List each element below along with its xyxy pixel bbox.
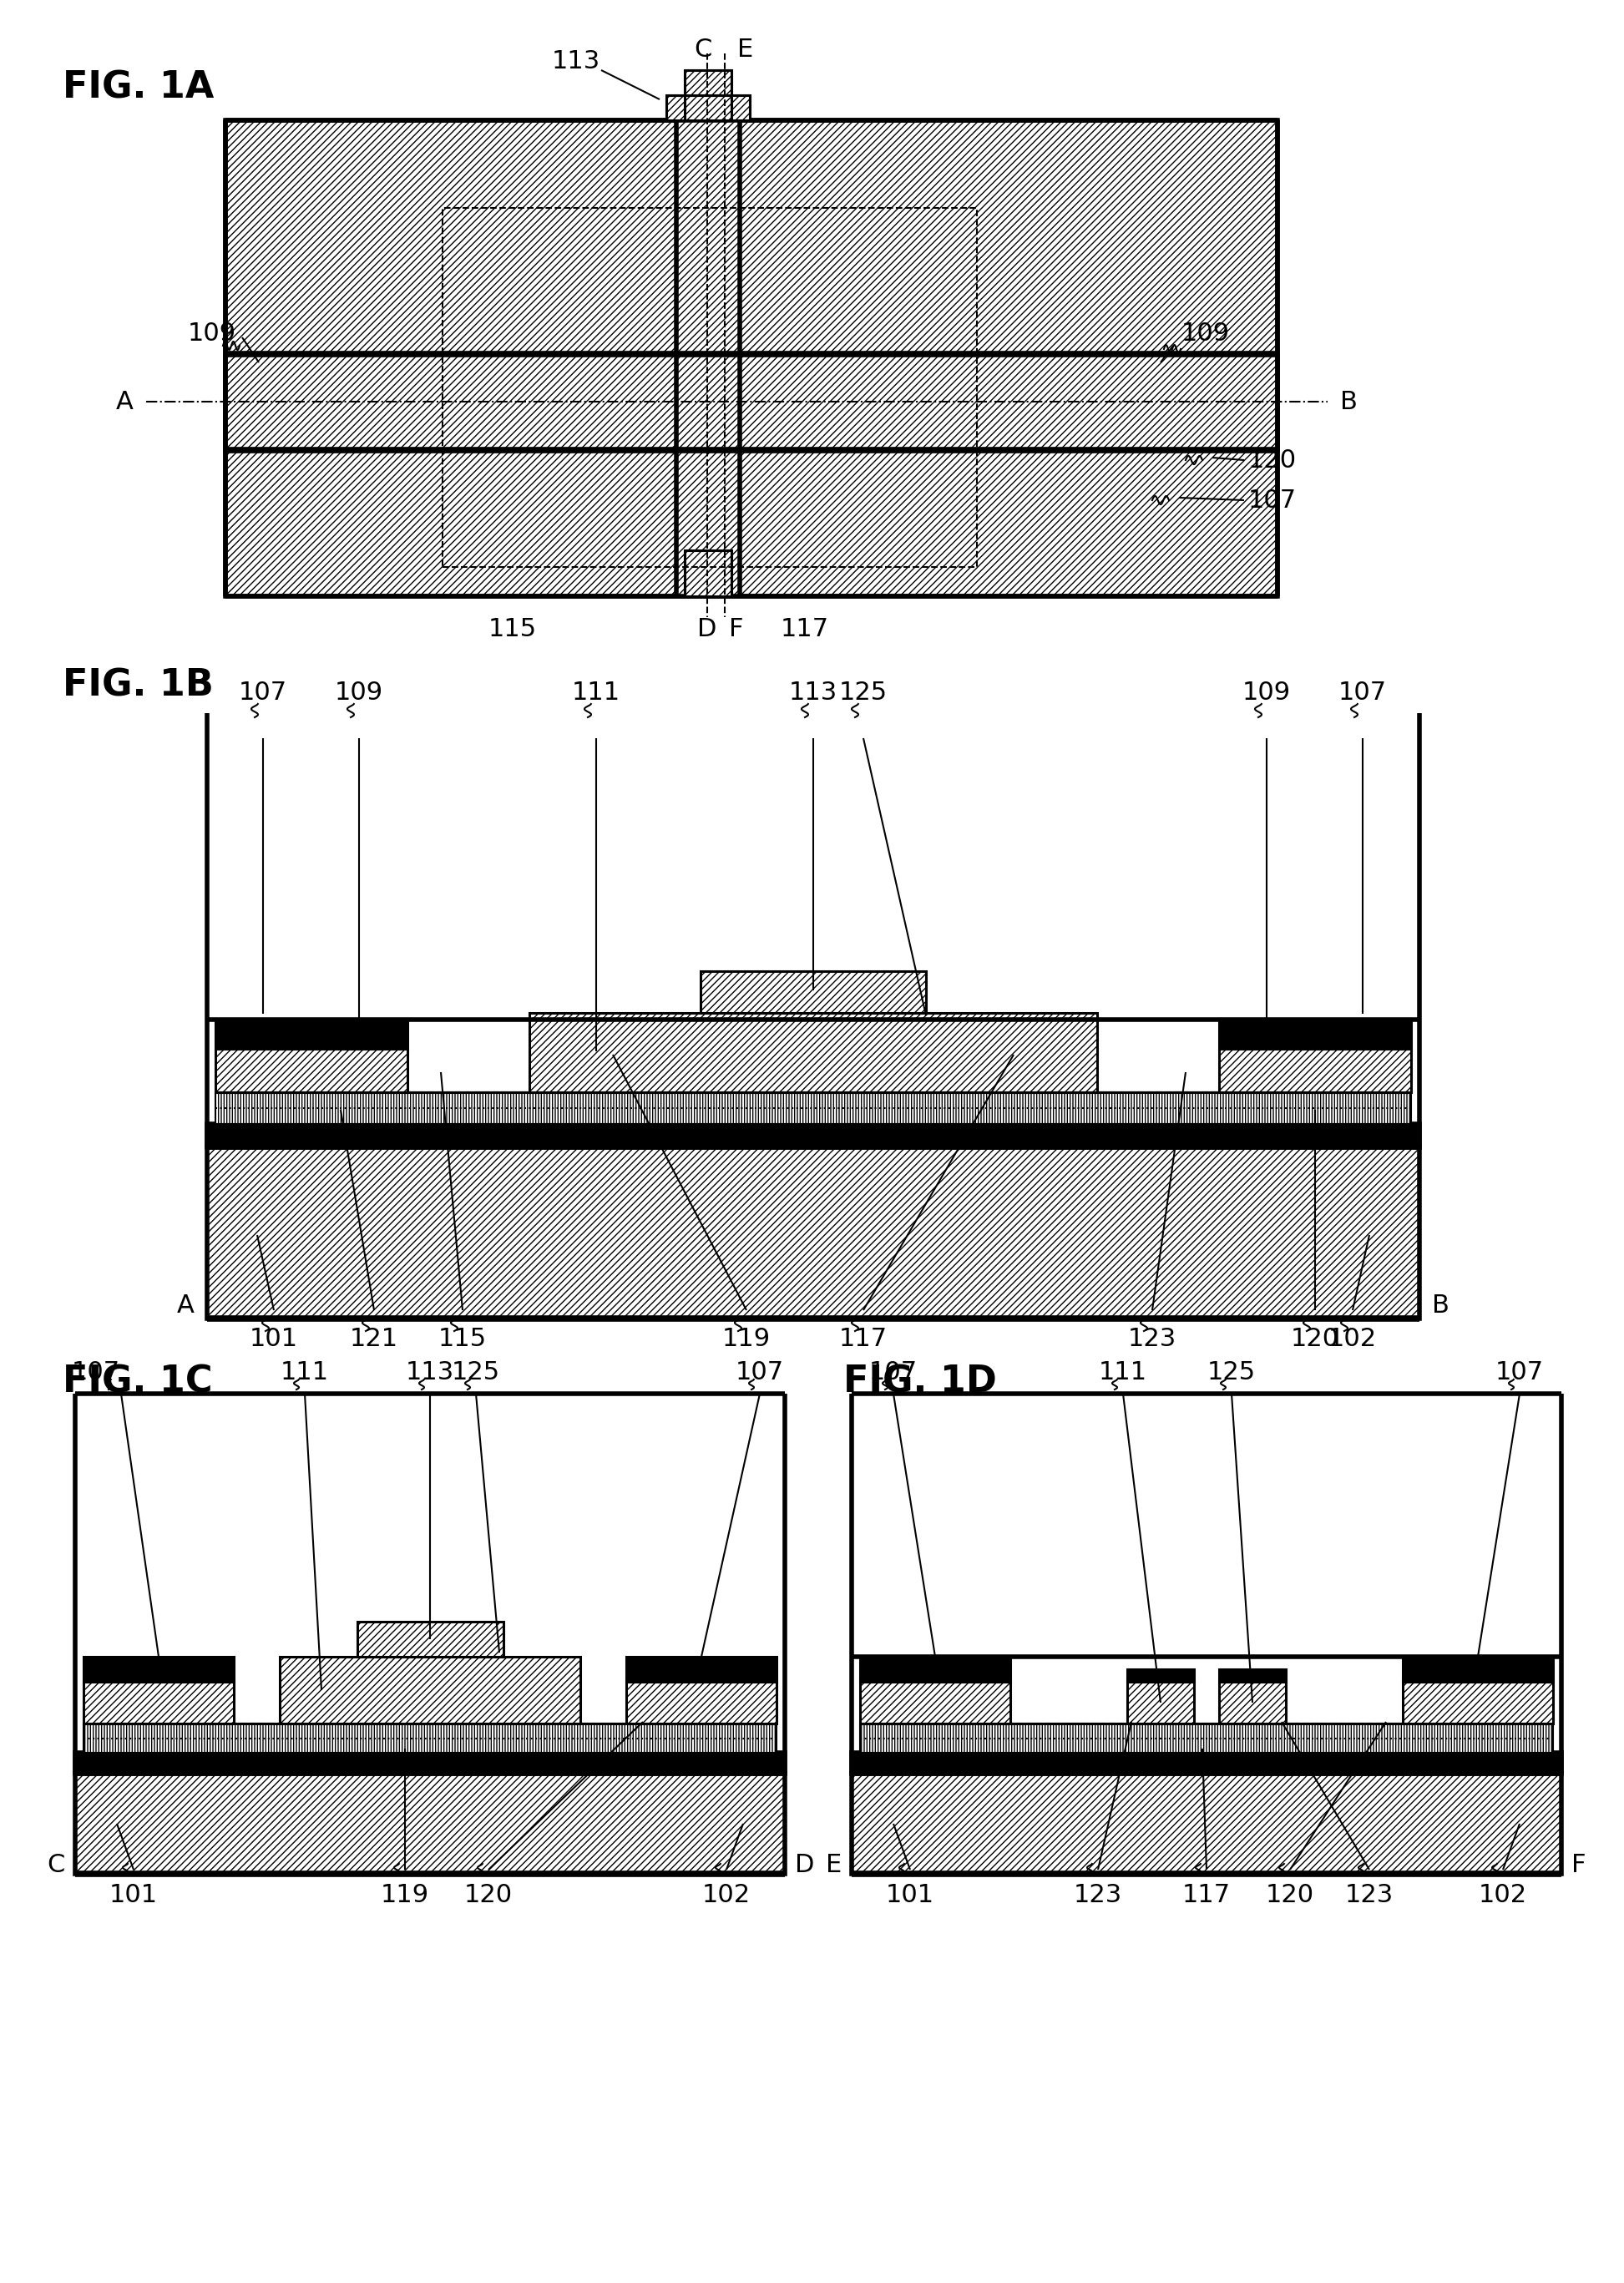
Bar xyxy=(529,1014,1098,1091)
Text: D: D xyxy=(697,616,716,642)
Text: 111: 111 xyxy=(281,1361,330,1386)
Bar xyxy=(226,121,1278,596)
Text: 123: 123 xyxy=(1129,1326,1176,1352)
Text: 117: 117 xyxy=(781,616,830,642)
Text: 119: 119 xyxy=(380,1883,429,1906)
Bar xyxy=(1403,1683,1553,1724)
Bar xyxy=(75,1753,784,1774)
Bar xyxy=(279,1657,580,1724)
Bar xyxy=(1220,1683,1286,1724)
Text: 107: 107 xyxy=(736,1361,784,1386)
Bar xyxy=(700,970,926,1014)
Bar xyxy=(851,1774,1561,1874)
Text: 115: 115 xyxy=(438,1326,487,1352)
Bar xyxy=(861,1724,1553,1753)
Bar xyxy=(1127,1683,1194,1724)
Text: A: A xyxy=(177,1294,195,1317)
Text: 120: 120 xyxy=(464,1883,513,1906)
Bar xyxy=(208,1148,1419,1320)
Bar xyxy=(1127,1669,1194,1683)
Bar xyxy=(676,450,741,596)
Text: 125: 125 xyxy=(1207,1361,1255,1386)
Text: A: A xyxy=(117,390,133,413)
Text: 109: 109 xyxy=(335,680,383,705)
Text: 102: 102 xyxy=(702,1883,750,1906)
Text: FIG. 1A: FIG. 1A xyxy=(63,71,214,105)
Text: FIG. 1D: FIG. 1D xyxy=(843,1365,997,1399)
Bar xyxy=(216,1048,408,1091)
Bar xyxy=(851,1753,1561,1774)
Text: 101: 101 xyxy=(250,1326,299,1352)
Text: 113: 113 xyxy=(552,50,601,73)
Bar xyxy=(676,121,741,354)
Text: 109: 109 xyxy=(1242,680,1291,705)
Bar xyxy=(1403,1657,1553,1683)
Text: C: C xyxy=(47,1854,65,1877)
Text: 120: 120 xyxy=(1249,447,1298,473)
Bar xyxy=(1220,1669,1286,1683)
Text: FIG. 1C: FIG. 1C xyxy=(63,1365,213,1399)
Bar xyxy=(83,1724,776,1753)
Text: 107: 107 xyxy=(869,1361,918,1386)
Bar xyxy=(627,1657,776,1683)
Text: 117: 117 xyxy=(840,1326,888,1352)
Text: B: B xyxy=(1340,390,1358,413)
Bar xyxy=(357,1621,503,1657)
Bar xyxy=(216,1021,408,1048)
Bar xyxy=(75,1774,784,1874)
Text: 107: 107 xyxy=(71,1361,120,1386)
Text: 113: 113 xyxy=(406,1361,455,1386)
Bar xyxy=(685,71,731,121)
Text: 125: 125 xyxy=(840,680,888,705)
Text: 111: 111 xyxy=(1099,1361,1147,1386)
Text: 119: 119 xyxy=(723,1326,771,1352)
Text: 111: 111 xyxy=(572,680,620,705)
Text: 113: 113 xyxy=(789,680,838,705)
Text: 101: 101 xyxy=(109,1883,158,1906)
Text: 120: 120 xyxy=(1265,1883,1314,1906)
Text: FIG. 1B: FIG. 1B xyxy=(63,667,214,703)
Text: 101: 101 xyxy=(885,1883,934,1906)
Text: 123: 123 xyxy=(1073,1883,1122,1906)
Bar xyxy=(83,1657,234,1683)
Text: D: D xyxy=(794,1854,814,1877)
Text: 117: 117 xyxy=(1182,1883,1231,1906)
Text: 102: 102 xyxy=(1479,1883,1527,1906)
Text: 102: 102 xyxy=(1328,1326,1377,1352)
Text: 125: 125 xyxy=(451,1361,500,1386)
Text: 115: 115 xyxy=(489,616,538,642)
Text: 107: 107 xyxy=(1496,1361,1544,1386)
Bar xyxy=(627,1683,776,1724)
Text: 107: 107 xyxy=(1249,489,1298,511)
Text: E: E xyxy=(825,1854,841,1877)
Bar xyxy=(226,354,1278,450)
Bar xyxy=(861,1657,1010,1683)
Text: 123: 123 xyxy=(1345,1883,1393,1906)
Text: C: C xyxy=(693,37,711,62)
Text: 107: 107 xyxy=(239,680,287,705)
Bar xyxy=(861,1683,1010,1724)
Text: 121: 121 xyxy=(349,1326,398,1352)
Text: B: B xyxy=(1432,1294,1449,1317)
Text: 120: 120 xyxy=(1291,1326,1340,1352)
Bar xyxy=(208,1123,1419,1148)
Text: 109: 109 xyxy=(1182,322,1229,345)
Bar xyxy=(83,1683,234,1724)
Text: E: E xyxy=(737,37,754,62)
Bar xyxy=(216,1091,1411,1123)
Bar xyxy=(1220,1021,1411,1048)
Text: 107: 107 xyxy=(1338,680,1387,705)
Bar xyxy=(1220,1048,1411,1091)
Text: F: F xyxy=(1572,1854,1587,1877)
Text: F: F xyxy=(729,616,744,642)
Text: 109: 109 xyxy=(188,322,237,345)
Bar xyxy=(666,96,750,121)
Bar xyxy=(685,550,731,596)
Bar xyxy=(442,208,978,566)
